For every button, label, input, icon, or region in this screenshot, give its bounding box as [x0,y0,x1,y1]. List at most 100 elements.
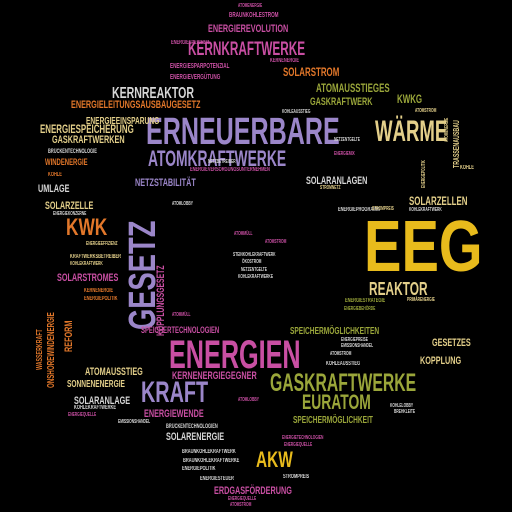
word-solaranlagen: SOLARANLAGEN [306,175,368,187]
word-kopplung: KOPPLUNG [420,355,462,367]
word-gaskraftwerke: GASKRAFTWERKE [270,369,417,397]
word-netzbetreiber: NETZBETREIBER [208,159,236,165]
word-energiequelle-low: ENERGIEQUELLE [228,496,257,502]
word-energiekonzerne: ENERGIEKONZERNE [53,211,87,217]
word-gaskraftwerken: GASKRAFTWERKEN [52,134,125,146]
word-energiepolitik-right: ENERGIEPOLITIK [421,160,427,188]
word-energietechnologien: ENERGIETECHNOLOGIEN [282,435,324,441]
word-energieprogramm: ENERGIEPROGRAMM [338,207,380,213]
word-speichertechnologien: SPEICHERTECHNOLOGIEN [141,325,220,335]
word-kwk: KWK [66,214,108,241]
word-akw: AKW [256,447,293,472]
word-energiepreise: ENERGIEPREISE [341,337,368,343]
word-kernenergie-left: KERNENERGIE [84,288,114,294]
word-brehkleite: BREHKLEITE [394,409,416,415]
word-gaskraftwerk: GASKRAFTWERK [310,96,373,108]
word-solarzelle: SOLARZELLE [45,200,94,212]
word-reform: REFORM [63,320,75,352]
word-brückentechnologien: BRÜCKENTECHNOLOGIEN [166,424,218,430]
word-atomlobby-center: ATOMLOBBY [172,201,193,207]
word-wasserkraft: WASSERKRAFT [35,329,44,370]
word-umlage: UMLAGE [38,183,70,195]
word-braunkohlestrom: BRAUNKOHLESTROM [229,12,279,19]
word-netzstabilität: NETZSTABILITÄT [135,177,196,189]
word-strompreis-bottom: STROMPREIS [283,474,310,480]
word-energiestrategie: ENERGIESTRATEGIE [345,298,386,304]
word-solaranlage: SOLARANLAGE [74,395,131,407]
word-kohleausstieg-mid: KOHLEAUSSTIEG [326,361,361,367]
word-energievergütung: ENERGIEVERGÜTUNG [170,74,221,81]
word-kohleausstieg-top: KOHLEAUSSTIEG [282,109,311,115]
word-atomausstieges: ATOMAUSSTIEGES [316,81,390,95]
word-atomausstieg: ATOMAUSSTIEG [85,366,143,378]
word-atomstrom-mid: ATOMSTROM [330,351,352,357]
word-energiemix: ENERGIEMIX [334,151,355,157]
word-kraft: KRAFT [141,376,209,409]
word-solarenergie: SOLARENERGIE [166,431,225,443]
word-kernenergie-top: KERNENERGIE [270,58,300,64]
word-energiepolitik-left: ENERGIEPOLITIK [84,296,118,302]
word-solarstrom: SOLARSTROM [283,65,340,79]
word-atomenergie-right: ATOMENERGIE [444,117,450,142]
word-energiebehörde: ENERGIEBEHÖRDE [344,306,376,312]
word-energieleitungsausbaugesetz: ENERGIELEITUNGSAUSBAUGESETZ [71,99,201,111]
word-kohlelobby: KOHLELOBBY [390,403,414,409]
word-energiepolitik: ENERGIEPOLITIK [182,466,216,472]
word-speichermöglichkeiten: SPEICHERMÖGLICHKEITEN [290,326,380,337]
word-energiespeicher: ENERGIESPEICHER [171,40,210,46]
word-kraftwerksbetreiber: KRAFTWERKSBETREIBER [70,254,122,260]
word-primärenergie: PRIMÄRENERGIE [407,297,435,303]
word-atomlobby: ATOMLOBBY [238,397,259,403]
word-energieversorgungsunternehmen: ENERGIEVERSORGUNGSUNTERNEHMEN [190,167,270,173]
word-energierevolution: ENERGIEREVOLUTION [208,23,289,35]
word-reaktor: REAKTOR [369,279,428,299]
word-atommüll-left: ATOMMÜLL [172,312,191,318]
word-erdgasförderung: ERDGASFÖRDERUNG [214,485,292,497]
word-energiesparpotenzial: ENERGIESPARPOTENZIAL [170,63,230,70]
word-kernreaktor: KERNREAKTOR [112,85,194,102]
word-kohlekraftwerke-center: KOHLEKRAFTWERKE [238,274,274,280]
word-atomstrom-low: ATOMSTROM [230,502,252,508]
word-solarzellen: SOLARZELLEN [409,194,468,208]
word-braunkohlekraftwerk: BRAUNKOHLEKRAFTWERK [182,449,236,455]
word-emissionshandel: EMISSIONSHANDEL [341,343,374,349]
word-kohlen-left: KOHLE [48,172,62,178]
word-kopplungsgesetz: KOPPLUNGSGESETZ [155,265,167,336]
word-erneuerbare: ERNEUERBARE [146,111,340,153]
word-euratom: EURATOM [302,391,371,414]
word-ökostrom: ÖKOSTROM [242,259,262,265]
word-energieeinsparung: ENERGIEEINSPARUNG [86,116,160,127]
word-sonnenenergie: SONNENENERGIE [67,379,125,390]
word-atomstrom-center: ATOMSTROM [265,239,287,245]
word-kohle-right: KOHLE [460,165,474,171]
word-energiesteuer: ENERGIESTEUER [200,476,234,482]
word-energieeffizienz: ENERGIEEFFIZIENZ [86,241,118,247]
word-energiequelle-left: ENERGIEQUELLE [68,412,97,418]
word-trassenausbau: TRASSENAUSBAU [452,120,461,168]
word-atomenergie-top: ATOMENERGIE [238,3,263,9]
word-energiewende: ENERGIEWENDE [144,408,204,420]
word-kohlekraftwerk-left: KOHLEKRAFTWERK [70,261,103,267]
word-netzentgelte-center: NETZENTGELTE [241,267,267,273]
word-atommüll-center: ATOMMÜLL [234,231,253,237]
word-energiequelle-bottom: ENERGIEQUELLE [284,442,313,448]
word-strompreis: STROMPREIS [372,206,394,212]
word-kohlekraftwerke: KOHLEKRAFTWERKE [74,405,117,411]
word-atomstrom-top: ATOMSTROM [415,108,437,114]
word-braunkohlekraftwerke: BRAUNKOHLEKRAFTWERKE [183,458,240,464]
word-solarstromes: SOLARSTROMES [57,272,119,284]
word-windenergie: WINDENERGIE [45,157,88,167]
word-energiespeicherung: ENERGIESPEICHERUNG [40,122,134,136]
word-energien: ENERGIEN [169,333,301,377]
word-brückentechnologie: BRÜCKENTECHNOLOGIE [48,149,97,155]
word-netzentgelte: NETZENTGELTE [334,137,360,143]
word-kernkraftwerke: KERNKRAFTWERKE [188,39,306,60]
word-eeg: EEG [364,207,483,287]
word-speichermöglichkeit: SPEICHERMÖGLICHKEIT [293,415,373,426]
word-wärme: WÄRME [375,115,448,148]
word-kwkg: KWKG [397,92,423,106]
word-stromnetz: STROMNETZ [320,185,341,191]
word-gesetzes: GESETZES [432,337,471,349]
word-emissionshandel-left: EMISSIONSHANDEL [118,419,151,425]
